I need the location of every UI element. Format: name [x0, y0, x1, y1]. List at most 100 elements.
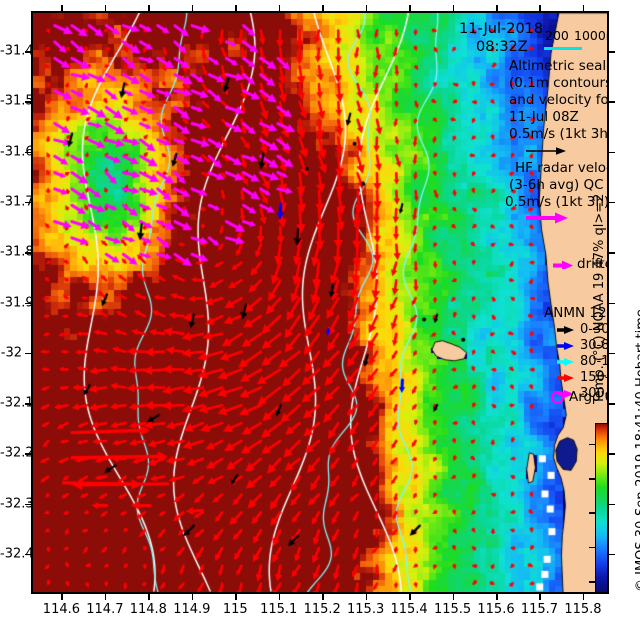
annotation-line-8: 0.5m/s (1kt 3h) — [505, 194, 609, 210]
y-tick-label: -32.2 — [0, 445, 34, 461]
x-tick-label: 115.5 — [433, 602, 472, 617]
x-tick — [278, 594, 281, 600]
y-tick-label: -31.5 — [0, 93, 34, 109]
colorbar-axis-label: Temp. (°C) NOAA 19 47% ql>=2 — [592, 193, 607, 404]
annotation-line-2: (0.1m contours) — [509, 75, 609, 91]
y-tick — [25, 302, 31, 304]
title-time: 08:32Z — [476, 39, 528, 55]
y-tick-label: -31.4 — [0, 43, 34, 59]
copyright-text: © IMOS 30-Sep-2019 18:41:40 Hobart time — [634, 309, 640, 592]
annotation-line-1: Altimetric sealevel — [509, 58, 607, 74]
y-tick-right — [609, 453, 615, 455]
legend-anmn-item: 30-80m — [555, 338, 609, 353]
x-tick-label: 115.7 — [520, 602, 559, 617]
annotation-line-5: 0.5m/s (1kt 3h) — [509, 126, 609, 142]
y-tick — [25, 151, 31, 154]
colorbar-tick — [589, 546, 595, 549]
legend-anmn-label: 300-600m — [580, 386, 609, 401]
legend-anmn-label: 30-80m — [580, 338, 609, 353]
legend-drifter-row: drifter — [552, 256, 607, 272]
x-tick-label: 115.8 — [564, 602, 602, 617]
y-tick-right — [609, 51, 615, 53]
legend-anmn-title: ANMN 12h av. — [544, 305, 607, 321]
x-tick-top — [278, 5, 281, 11]
x-tick-label: 115.1 — [260, 602, 298, 617]
title-date: 11-Jul-2018 — [459, 21, 544, 37]
x-tick-label: 114.9 — [173, 602, 211, 617]
legend-anmn-label: 0-30m — [580, 322, 609, 337]
x-tick-label: 115.4 — [390, 602, 428, 617]
x-tick — [104, 594, 107, 600]
x-tick — [148, 594, 150, 600]
x-tick — [322, 594, 324, 600]
legend-anmn-item: 80-150m — [555, 354, 607, 369]
x-tick — [496, 594, 498, 600]
y-tick-label: -31.9 — [0, 295, 34, 310]
x-tick-label: 114.7 — [86, 602, 124, 617]
x-tick — [409, 594, 411, 600]
x-tick — [539, 594, 541, 600]
y-tick-label: -32 — [0, 345, 22, 361]
y-tick — [25, 453, 31, 455]
y-tick — [25, 252, 31, 254]
y-tick-label: -32.4 — [0, 546, 34, 562]
anmn-arrow-icon — [557, 358, 574, 366]
drifter-arrow-icon — [553, 260, 573, 269]
y-tick-label: -31.6 — [0, 144, 34, 160]
y-tick — [25, 503, 31, 506]
y-tick-label: -31.8 — [0, 244, 34, 260]
annotation-line-7: (3-6h avg) QC — [509, 177, 604, 193]
colorbar-tick — [589, 443, 595, 446]
y-tick-right — [609, 101, 615, 103]
temperature-colorbar — [595, 423, 607, 592]
x-tick-top — [365, 5, 368, 11]
altimetric-velocity-scale-arrow — [526, 147, 566, 155]
map-plot-area[interactable]: 11-Jul-2018 08:32Z 200 1000m Altimetric … — [31, 11, 609, 594]
y-tick — [25, 101, 31, 103]
y-tick-right — [609, 151, 615, 154]
bathy-label-deep: 1000m — [574, 28, 607, 43]
y-tick-label: -32.1 — [0, 395, 34, 411]
x-tick-label: 114.6 — [42, 602, 81, 617]
x-tick — [582, 594, 585, 600]
x-tick-label: 115.6 — [477, 602, 515, 617]
x-tick — [191, 594, 194, 600]
x-tick-top — [104, 5, 107, 11]
x-tick — [61, 594, 63, 600]
y-tick — [25, 403, 31, 405]
anmn-arrow-icon — [557, 326, 574, 334]
anmn-arrow-icon — [557, 342, 574, 350]
anmn-arrow-icon — [557, 374, 574, 382]
legend-argo-label: Argo 0 — [569, 389, 609, 405]
y-tick — [25, 201, 31, 204]
x-tick — [452, 594, 455, 600]
x-tick — [365, 594, 368, 600]
x-tick-top — [191, 5, 194, 11]
x-tick-top — [452, 5, 455, 11]
y-tick — [25, 553, 31, 556]
legend-drifter-label: drifter — [577, 256, 607, 272]
y-tick — [25, 51, 31, 53]
x-tick-top — [496, 5, 498, 11]
y-tick-right — [609, 201, 615, 204]
x-tick-top — [148, 5, 150, 11]
hf-radar-velocity-scale-arrow — [526, 212, 568, 224]
y-tick-right — [609, 252, 615, 254]
colorbar-tick — [589, 581, 595, 583]
legend-anmn-item: 0-30m — [555, 322, 609, 337]
annotation-line-6: HF radar velocity — [515, 160, 607, 176]
velocity-overlay-canvas — [33, 13, 607, 592]
y-tick-label: -32.3 — [0, 496, 34, 512]
y-tick-right — [609, 553, 615, 556]
y-tick-label: -31.7 — [0, 194, 34, 210]
x-tick — [235, 594, 237, 600]
y-tick-right — [609, 302, 615, 304]
argo-circle-icon — [551, 390, 564, 404]
x-tick-label: 114.8 — [129, 602, 167, 617]
x-tick-top — [582, 5, 585, 11]
y-tick-right — [609, 403, 615, 405]
x-tick-top — [235, 5, 237, 11]
y-tick-right — [609, 352, 615, 355]
legend-anmn-label: 150-300m — [580, 370, 609, 385]
x-tick-top — [61, 5, 63, 11]
